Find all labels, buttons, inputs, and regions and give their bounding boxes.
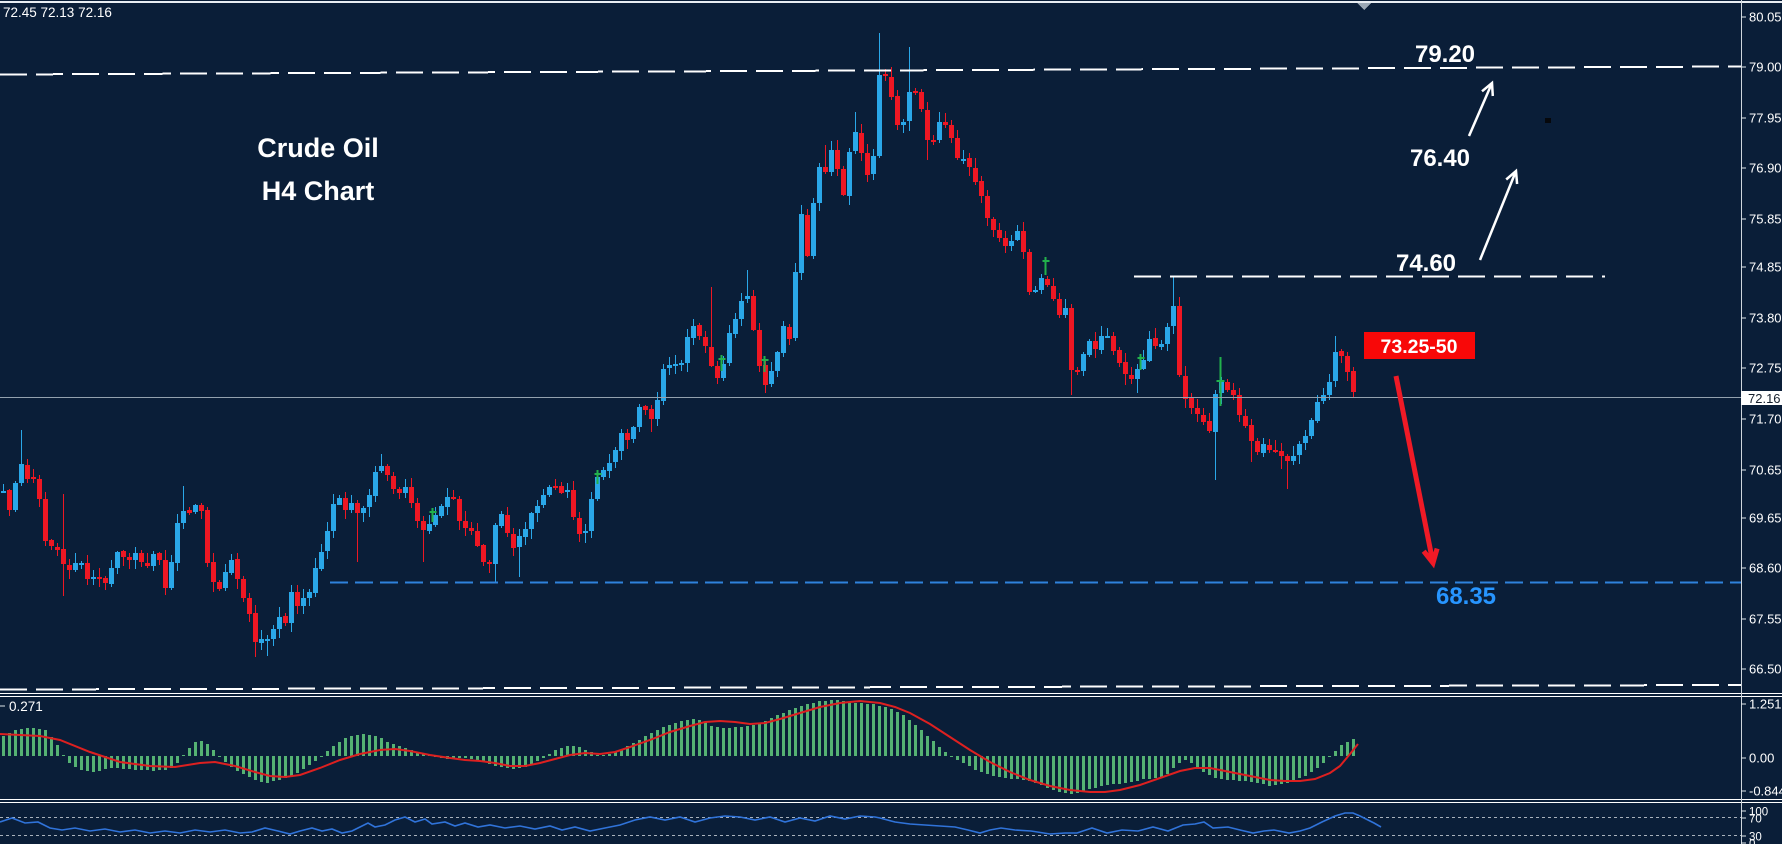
svg-text:73.80: 73.80 — [1749, 311, 1782, 326]
svg-text:75.85: 75.85 — [1749, 212, 1782, 227]
svg-text:74.85: 74.85 — [1749, 260, 1782, 275]
svg-text:70: 70 — [1749, 814, 1762, 826]
svg-text:30: 30 — [1749, 832, 1762, 844]
svg-text:79.00: 79.00 — [1749, 60, 1782, 75]
svg-text:100: 100 — [1749, 807, 1768, 819]
svg-text:73.25-50: 73.25-50 — [1381, 336, 1458, 358]
svg-text:1.251: 1.251 — [1749, 697, 1782, 712]
svg-text:77.95: 77.95 — [1749, 111, 1782, 126]
svg-text:79.20: 79.20 — [1415, 41, 1475, 68]
svg-text:80.05: 80.05 — [1749, 10, 1782, 25]
svg-text:72.16: 72.16 — [1748, 391, 1781, 406]
svg-text:76.90: 76.90 — [1749, 161, 1782, 176]
svg-text:66.50: 66.50 — [1749, 662, 1782, 677]
svg-text:72.45 72.13 72.16: 72.45 72.13 72.16 — [3, 5, 112, 20]
svg-text:Crude Oil: Crude Oil — [257, 133, 379, 163]
svg-text:76.40: 76.40 — [1410, 145, 1470, 172]
svg-text:71.70: 71.70 — [1749, 412, 1782, 427]
svg-text:69.65: 69.65 — [1749, 511, 1782, 526]
svg-text:70.65: 70.65 — [1749, 463, 1782, 478]
svg-text:68.35: 68.35 — [1436, 583, 1496, 610]
svg-text:H4 Chart: H4 Chart — [262, 176, 375, 206]
svg-text:74.60: 74.60 — [1396, 250, 1456, 277]
svg-text:0.271: 0.271 — [9, 699, 43, 714]
svg-text:68.60: 68.60 — [1749, 561, 1782, 576]
svg-text:0.00: 0.00 — [1749, 751, 1774, 766]
svg-text:-0.844: -0.844 — [1749, 784, 1782, 799]
svg-text:72.75: 72.75 — [1749, 361, 1782, 376]
svg-text:67.55: 67.55 — [1749, 612, 1782, 627]
svg-text:0: 0 — [1749, 839, 1755, 844]
